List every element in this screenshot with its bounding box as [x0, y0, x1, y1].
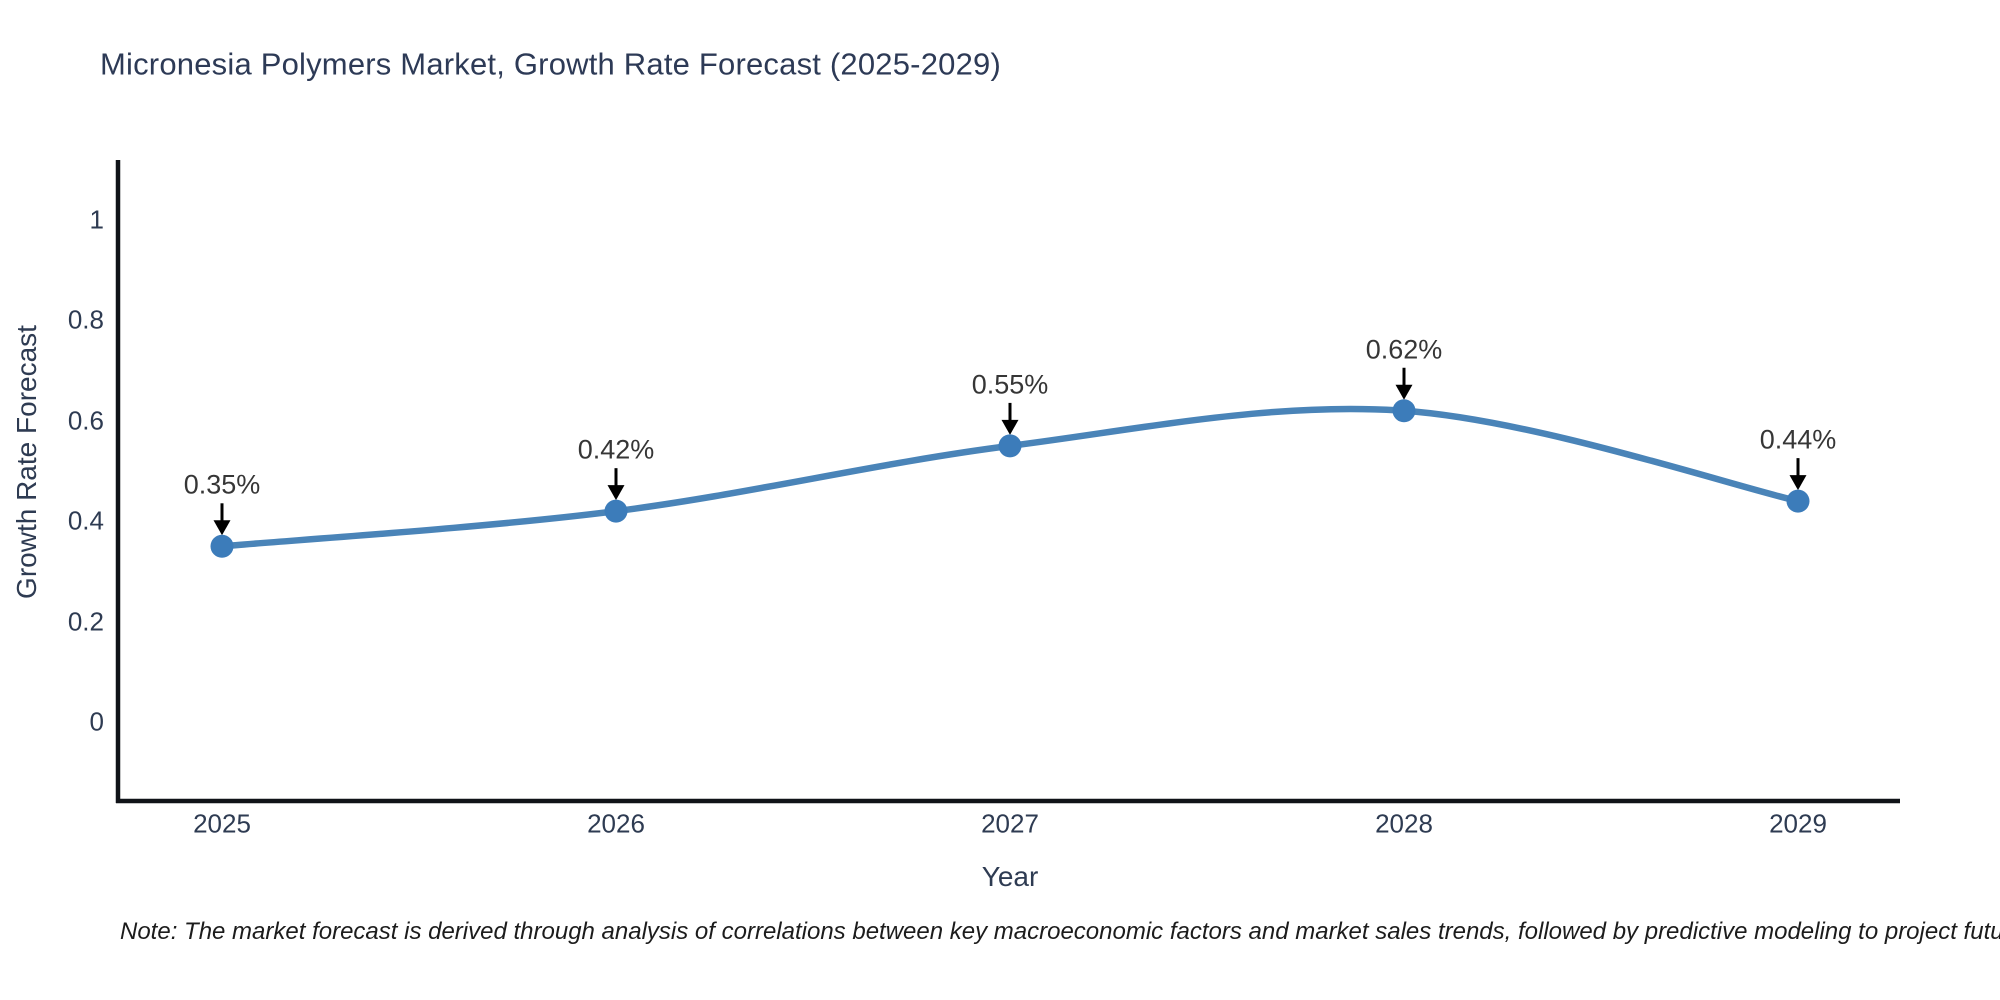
point-annotation: 0.35%: [183, 469, 261, 500]
point-annotation: 0.42%: [577, 434, 655, 465]
x-tick-label: 2028: [1375, 808, 1433, 839]
y-tick-label: 0.2: [67, 606, 104, 637]
data-point-marker-2029[interactable]: [1786, 489, 1810, 513]
x-tick-label: 2026: [587, 808, 645, 839]
y-tick-label: 1: [89, 204, 104, 235]
x-tick-label: 2029: [1769, 808, 1827, 839]
y-tick-label: 0.4: [67, 505, 104, 536]
data-point-marker-2025[interactable]: [210, 534, 234, 558]
data-point-markers: [210, 399, 1810, 558]
data-point-marker-2026[interactable]: [604, 499, 628, 523]
y-tick-label: 0.8: [67, 304, 104, 335]
point-annotation: 0.62%: [1365, 334, 1443, 365]
annotation-arrow-head: [1789, 475, 1807, 491]
x-tick-label: 2025: [193, 808, 251, 839]
axes: [115, 160, 1900, 804]
x-tick-label: 2027: [981, 808, 1039, 839]
annotation-arrow-head: [607, 485, 625, 501]
footnote: Note: The market forecast is derived thr…: [120, 918, 2000, 945]
annotation-arrow-head: [1395, 384, 1413, 400]
data-point-marker-2027[interactable]: [998, 434, 1022, 458]
chart-title: Micronesia Polymers Market, Growth Rate …: [100, 46, 1001, 82]
y-tick-label: 0: [89, 706, 104, 737]
annotation-arrow-head: [213, 520, 231, 536]
x-axis-title: Year: [981, 861, 1039, 892]
y-tick-label: 0.6: [67, 405, 104, 436]
point-annotation: 0.44%: [1759, 424, 1837, 455]
annotation-arrow-head: [1001, 419, 1019, 435]
y-axis-title: Growth Rate Forecast: [11, 325, 42, 599]
point-annotation: 0.55%: [971, 369, 1049, 400]
data-point-marker-2028[interactable]: [1392, 399, 1416, 423]
annotation-arrows: [213, 367, 1807, 536]
